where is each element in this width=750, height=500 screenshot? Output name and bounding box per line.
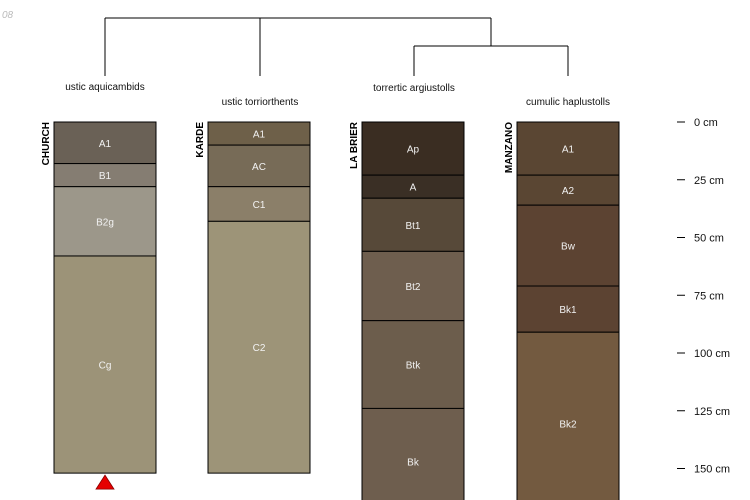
- horizon-label: B1: [99, 171, 112, 182]
- profile-la-brier: Ap A Bt1 Bt2 Btk Bk LA BRIER: [349, 121, 465, 500]
- corner-label: 08: [2, 10, 14, 21]
- profile-manzano: A1 A2 Bw Bk1 Bk2 MANZANO: [504, 121, 620, 500]
- dendrogram: [104, 17, 569, 76]
- horizon-label: Bk1: [559, 305, 577, 316]
- horizon-label: C2: [253, 343, 266, 354]
- depth-tick-label: 0 cm: [694, 117, 718, 129]
- horizon-label: A2: [562, 186, 575, 197]
- horizon-manzano-a1: [516, 121, 620, 176]
- horizon-la-brier-bt2: [361, 250, 465, 322]
- depth-marker-triangle-icon: [95, 474, 115, 490]
- profile-name-la-brier: LA BRIER: [349, 121, 360, 169]
- depth-axis: 0 cm 25 cm 50 cm 75 cm 100 cm 125 cm 150 cm: [677, 117, 730, 476]
- horizon-label: A: [410, 183, 417, 194]
- horizon-la-brier-bk: [361, 407, 465, 500]
- horizon-manzano-bw: [516, 204, 620, 287]
- horizon-label: A1: [562, 145, 575, 156]
- taxon-label-manzano: cumulic haplustolls: [526, 97, 610, 108]
- horizon-karde-c2: [207, 220, 311, 474]
- profile-name-church: CHURCH: [41, 122, 52, 165]
- depth-tick-label: 50 cm: [694, 233, 724, 245]
- depth-tick-label: 75 cm: [694, 290, 724, 302]
- horizon-la-brier-btk: [361, 320, 465, 409]
- horizon-label: Btk: [406, 361, 421, 372]
- horizon-karde-c1: [207, 186, 311, 222]
- profile-church: A1 B1 B2g Cg CHURCH: [41, 121, 157, 490]
- horizon-label: AC: [252, 162, 266, 173]
- horizon-label: Bk: [407, 458, 420, 469]
- horizon-label: Bw: [561, 242, 576, 253]
- horizon-label: Ap: [407, 145, 420, 156]
- horizon-label: B2g: [96, 217, 114, 228]
- horizon-la-brier-ap: [361, 121, 465, 176]
- depth-tick-label: 125 cm: [694, 406, 730, 418]
- taxon-label-labrier: torrertic argiustolls: [373, 83, 455, 94]
- horizon-label: A1: [253, 130, 266, 141]
- horizon-church-cg: [53, 255, 157, 474]
- taxon-label-church: ustic aquicambids: [65, 82, 144, 93]
- profile-name-karde: KARDE: [195, 122, 206, 158]
- taxon-label-karde: ustic torriorthents: [222, 97, 299, 108]
- profile-karde: A1 AC C1 C2 KARDE: [195, 121, 311, 474]
- profile-name-manzano: MANZANO: [504, 122, 515, 173]
- horizon-manzano-bk1: [516, 285, 620, 333]
- horizon-church-b2g: [53, 186, 157, 257]
- soil-profiles: A1 B1 B2g Cg CHURCH A1 AC C1 C2 KARDE Ap A Bt1 Bt2 Btk…: [41, 121, 620, 500]
- depth-tick-label: 100 cm: [694, 348, 730, 360]
- depth-tick-label: 150 cm: [694, 464, 730, 476]
- horizon-label: Bt2: [405, 282, 420, 293]
- horizon-label: Cg: [99, 361, 112, 372]
- horizon-label: A1: [99, 139, 112, 150]
- horizon-label: Bt1: [405, 221, 420, 232]
- depth-tick-label: 25 cm: [694, 175, 724, 187]
- horizon-label: C1: [253, 200, 266, 211]
- horizon-manzano-a2: [516, 174, 620, 206]
- horizon-manzano-bk2: [516, 331, 620, 500]
- horizon-label: Bk2: [559, 419, 577, 430]
